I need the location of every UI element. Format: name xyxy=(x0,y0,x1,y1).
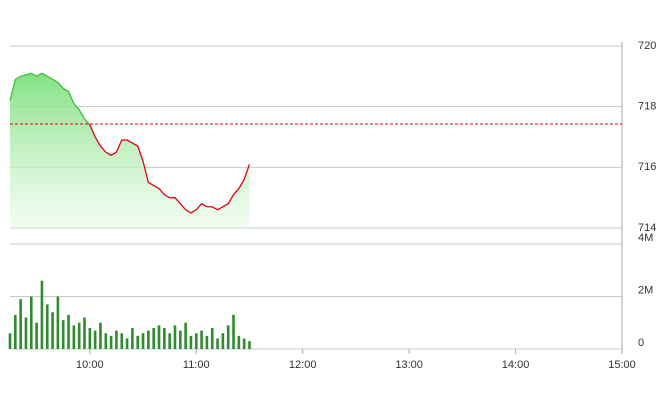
x-tick-label: 11:00 xyxy=(183,359,210,371)
volume-bar xyxy=(104,333,108,349)
volume-bar xyxy=(221,333,225,349)
x-tick-label: 14:00 xyxy=(502,359,530,371)
volume-bar xyxy=(226,325,230,349)
x-tick-label: 10:00 xyxy=(76,359,104,371)
volume-bar xyxy=(189,335,193,349)
y-tick-label: 718 xyxy=(638,101,656,113)
volume-bar xyxy=(200,330,203,349)
volume-bar xyxy=(77,322,81,349)
volume-bar xyxy=(237,335,241,349)
x-tick-label: 12:00 xyxy=(289,359,317,371)
volume-bar xyxy=(242,338,246,349)
volume-bar xyxy=(120,333,124,349)
y-tick-label: 714 xyxy=(638,222,656,234)
volume-bar xyxy=(24,317,28,349)
x-tick-label: 13:00 xyxy=(395,359,423,371)
volume-bar xyxy=(173,325,177,349)
volume-bar xyxy=(232,314,235,349)
volume-bar xyxy=(83,317,86,349)
volume-bar xyxy=(19,299,22,349)
volume-bar xyxy=(51,312,54,349)
x-tick-label: 15:00 xyxy=(608,359,636,371)
volume-bar xyxy=(56,296,60,349)
volume-bar xyxy=(141,333,145,349)
volume-bar xyxy=(109,335,113,349)
volume-bar xyxy=(45,304,49,349)
volume-bar xyxy=(131,328,134,349)
volume-bar xyxy=(99,322,102,349)
volume-bar xyxy=(178,330,182,349)
volume-bar xyxy=(125,338,129,349)
volume-bar xyxy=(194,333,198,349)
volume-bar xyxy=(14,314,17,349)
volume-bar xyxy=(205,335,209,349)
volume-bar xyxy=(67,314,70,349)
y-tick-label: 720 xyxy=(638,40,656,52)
volume-bar xyxy=(163,328,166,349)
volume-bar xyxy=(29,296,33,349)
volume-bar xyxy=(35,322,38,349)
volume-bar xyxy=(147,330,150,349)
y-tick-label: 4M xyxy=(638,232,653,244)
volume-bar xyxy=(248,341,251,349)
volume-bar xyxy=(157,325,161,349)
volume-bar xyxy=(136,335,140,349)
y-tick-label: 2M xyxy=(638,284,653,296)
volume-bar xyxy=(88,328,92,349)
volume-bar xyxy=(72,325,76,349)
volume-bar xyxy=(216,338,219,349)
volume-bar xyxy=(115,330,118,349)
volume-bar xyxy=(152,328,155,349)
volume-bar xyxy=(61,320,65,349)
volume-bar xyxy=(40,280,44,349)
y-tick-label: 716 xyxy=(638,161,656,173)
volume-bar xyxy=(184,322,187,349)
price-area xyxy=(10,73,250,228)
y-tick-label: 0 xyxy=(638,337,644,349)
price-line xyxy=(88,123,251,214)
volume-bar xyxy=(210,328,214,349)
price-line xyxy=(9,72,90,124)
volume-bar xyxy=(93,330,97,349)
volume-bar xyxy=(168,333,171,349)
volume-bar xyxy=(8,333,12,349)
